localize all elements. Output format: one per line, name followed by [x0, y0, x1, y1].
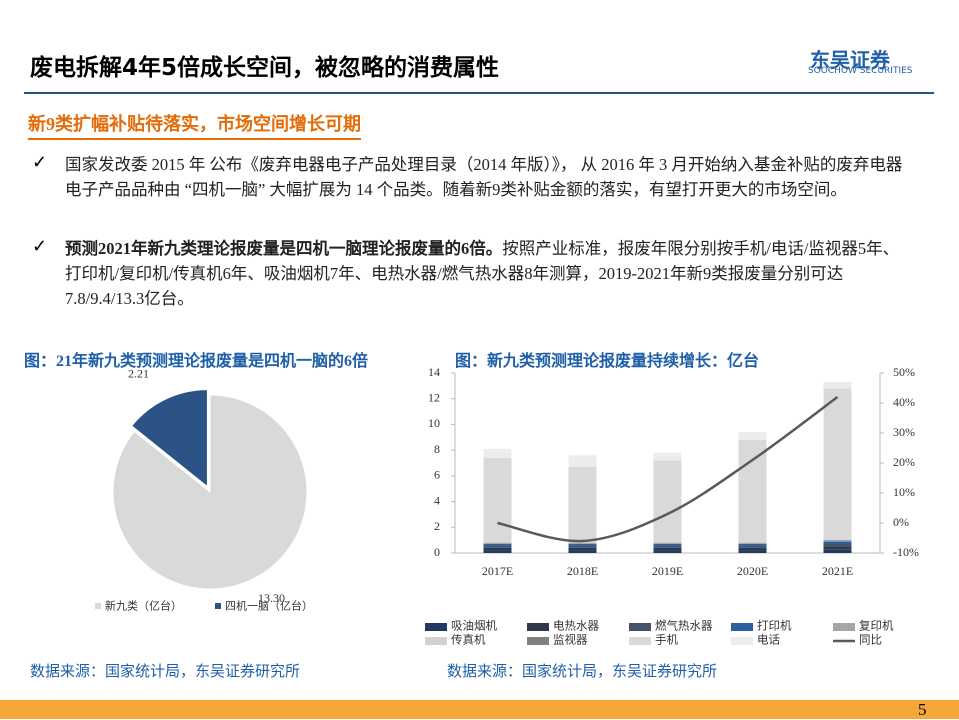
bar-segment: [654, 543, 682, 544]
legend-label: 复印机: [859, 619, 894, 633]
bar-segment: [654, 460, 682, 542]
bar-segment: [739, 548, 767, 551]
bar-segment: [569, 550, 597, 553]
bar-segment: [739, 546, 767, 548]
legend-label: 燃气热水器: [655, 619, 713, 633]
legend-swatch: [731, 623, 753, 631]
bar-segment: [739, 550, 767, 553]
bar-segment: [484, 546, 512, 548]
bar-segment: [484, 544, 512, 546]
bar-segment: [484, 458, 512, 543]
legend-label: 手机: [655, 633, 678, 647]
bar-segment: [654, 548, 682, 551]
legend-swatch: [425, 623, 447, 631]
y2-tick-label: 50%: [893, 365, 915, 379]
bar-segment: [484, 550, 512, 553]
x-tick-label: 2017E: [482, 564, 513, 578]
y-tick-label: 2: [434, 519, 440, 533]
legend-label: 电话: [757, 634, 780, 647]
bar-segment: [569, 548, 597, 551]
y-tick-label: 8: [434, 442, 440, 456]
legend-label: 电热水器: [553, 620, 599, 633]
x-tick-label: 2020E: [737, 564, 768, 578]
page-number: 5: [918, 700, 927, 720]
footer-bar: [0, 700, 959, 719]
bar-segment: [739, 544, 767, 546]
legend-swatch: [731, 637, 753, 645]
bar-segment: [654, 453, 682, 461]
bar-segment: [739, 543, 767, 544]
y-tick-label: 14: [428, 365, 440, 379]
bar-segment: [824, 540, 852, 541]
y-tick-label: 6: [434, 468, 440, 482]
legend-swatch: [425, 637, 447, 645]
legend-swatch: [527, 623, 549, 631]
bar-segment: [824, 550, 852, 553]
bar-segment: [569, 544, 597, 546]
legend-swatch: [215, 603, 221, 609]
y2-tick-label: 10%: [893, 485, 915, 499]
x-tick-label: 2021E: [822, 564, 853, 578]
legend-label: 四机一脑（亿台）: [225, 599, 313, 613]
legend-label: 传真机: [451, 633, 486, 647]
y-tick-label: 4: [434, 493, 440, 507]
bar-segment: [569, 546, 597, 548]
bar-segment: [824, 388, 852, 540]
legend-label: 打印机: [757, 619, 792, 633]
bar-segment: [739, 432, 767, 440]
bar-segment: [824, 382, 852, 388]
legend-swatch: [629, 623, 651, 631]
bar-segment: [569, 543, 597, 544]
bar-segment: [484, 543, 512, 544]
bar-segment: [484, 548, 512, 551]
bar-segment: [569, 467, 597, 543]
y2-tick-label: -10%: [893, 545, 919, 559]
bar-segment: [484, 449, 512, 458]
y2-tick-label: 20%: [893, 455, 915, 469]
legend-label: 同比: [859, 634, 882, 647]
charts: 13.302.21新九类（亿台）四机一脑（亿台）02468101214-10%0…: [0, 0, 959, 700]
bar-segment: [824, 547, 852, 550]
legend-label: 吸油烟机: [451, 619, 497, 633]
y2-tick-label: 0%: [893, 515, 909, 529]
legend-swatch: [833, 623, 855, 631]
y2-tick-label: 40%: [893, 395, 915, 409]
y2-tick-label: 30%: [893, 425, 915, 439]
legend-label: 新九类（亿台）: [105, 599, 182, 613]
legend-label: 监视器: [553, 633, 588, 647]
x-tick-label: 2018E: [567, 564, 598, 578]
bar-segment: [654, 546, 682, 548]
bar-segment: [654, 544, 682, 546]
data-label: 2.21: [128, 366, 149, 380]
bar-segment: [824, 541, 852, 544]
bar-segment: [824, 544, 852, 547]
x-tick-label: 2019E: [652, 564, 683, 578]
bar-segment: [654, 550, 682, 553]
y-tick-label: 0: [434, 545, 440, 559]
legend-swatch: [629, 637, 651, 645]
y-tick-label: 10: [428, 416, 440, 430]
bar-segment: [739, 440, 767, 543]
y-tick-label: 12: [428, 390, 440, 404]
legend-swatch: [527, 637, 549, 645]
bar-segment: [569, 455, 597, 467]
legend-swatch: [95, 603, 101, 609]
